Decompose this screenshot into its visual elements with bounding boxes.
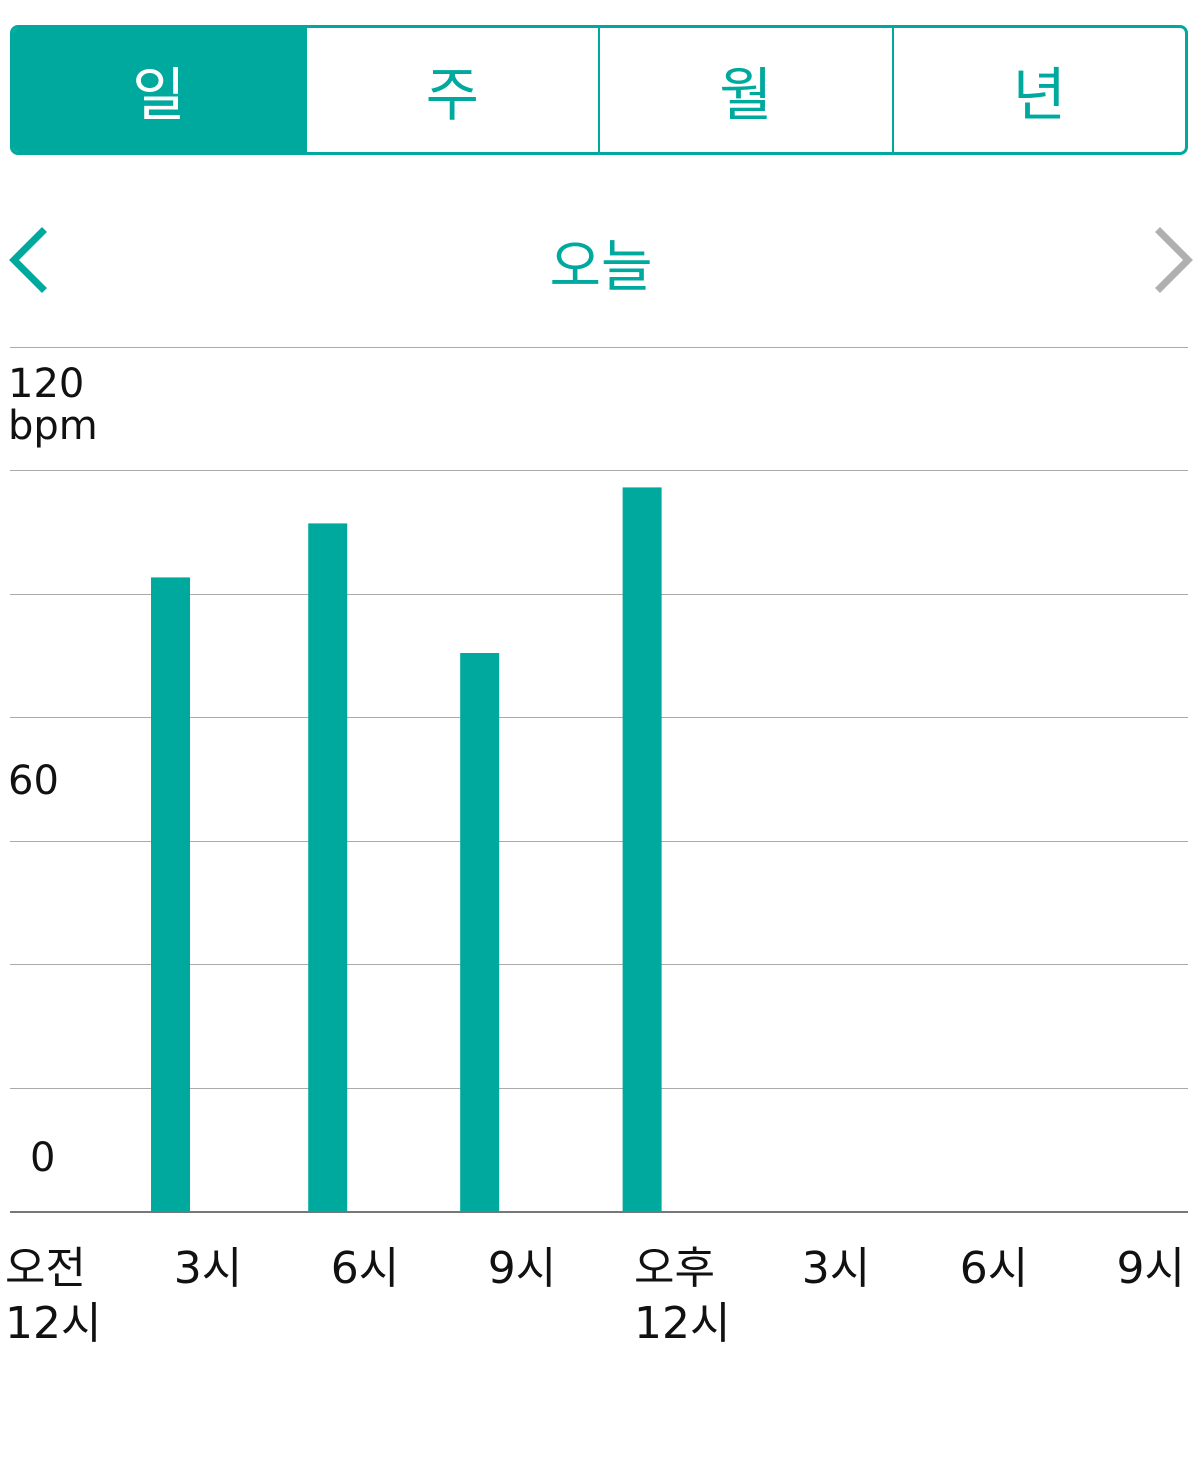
- tab-year[interactable]: 년: [891, 28, 1186, 152]
- tab-month[interactable]: 월: [598, 28, 892, 152]
- date-navigator: 오늘: [0, 200, 1202, 310]
- x-tick-label: 오전: [5, 1243, 86, 1294]
- x-tick-label: 12시: [5, 1298, 101, 1349]
- bar: [151, 577, 191, 1211]
- chevron-right-icon: [1132, 220, 1202, 300]
- x-tick-label: 9시: [1117, 1243, 1185, 1294]
- x-tick-label: 오후: [634, 1243, 715, 1294]
- tab-day[interactable]: 일: [13, 28, 305, 152]
- x-tick-label: 6시: [331, 1243, 399, 1294]
- y-tick-label: 0: [30, 1135, 55, 1181]
- y-tick-label: 120: [8, 361, 84, 407]
- bar: [308, 523, 348, 1211]
- y-tick-label: 60: [8, 758, 59, 804]
- period-segmented-control: 일 주 월 년: [10, 25, 1188, 155]
- x-tick-label: 6시: [960, 1243, 1028, 1294]
- x-tick-label: 3시: [802, 1243, 870, 1294]
- x-tick-label: 9시: [488, 1243, 556, 1294]
- x-tick-label: 12시: [634, 1298, 730, 1349]
- date-title: 오늘: [549, 235, 653, 300]
- bar: [460, 653, 500, 1211]
- x-tick-label: 3시: [174, 1243, 242, 1294]
- chevron-left-icon[interactable]: [0, 220, 70, 300]
- y-unit-label: bpm: [8, 403, 98, 449]
- tab-week[interactable]: 주: [304, 28, 599, 152]
- bar: [622, 487, 662, 1211]
